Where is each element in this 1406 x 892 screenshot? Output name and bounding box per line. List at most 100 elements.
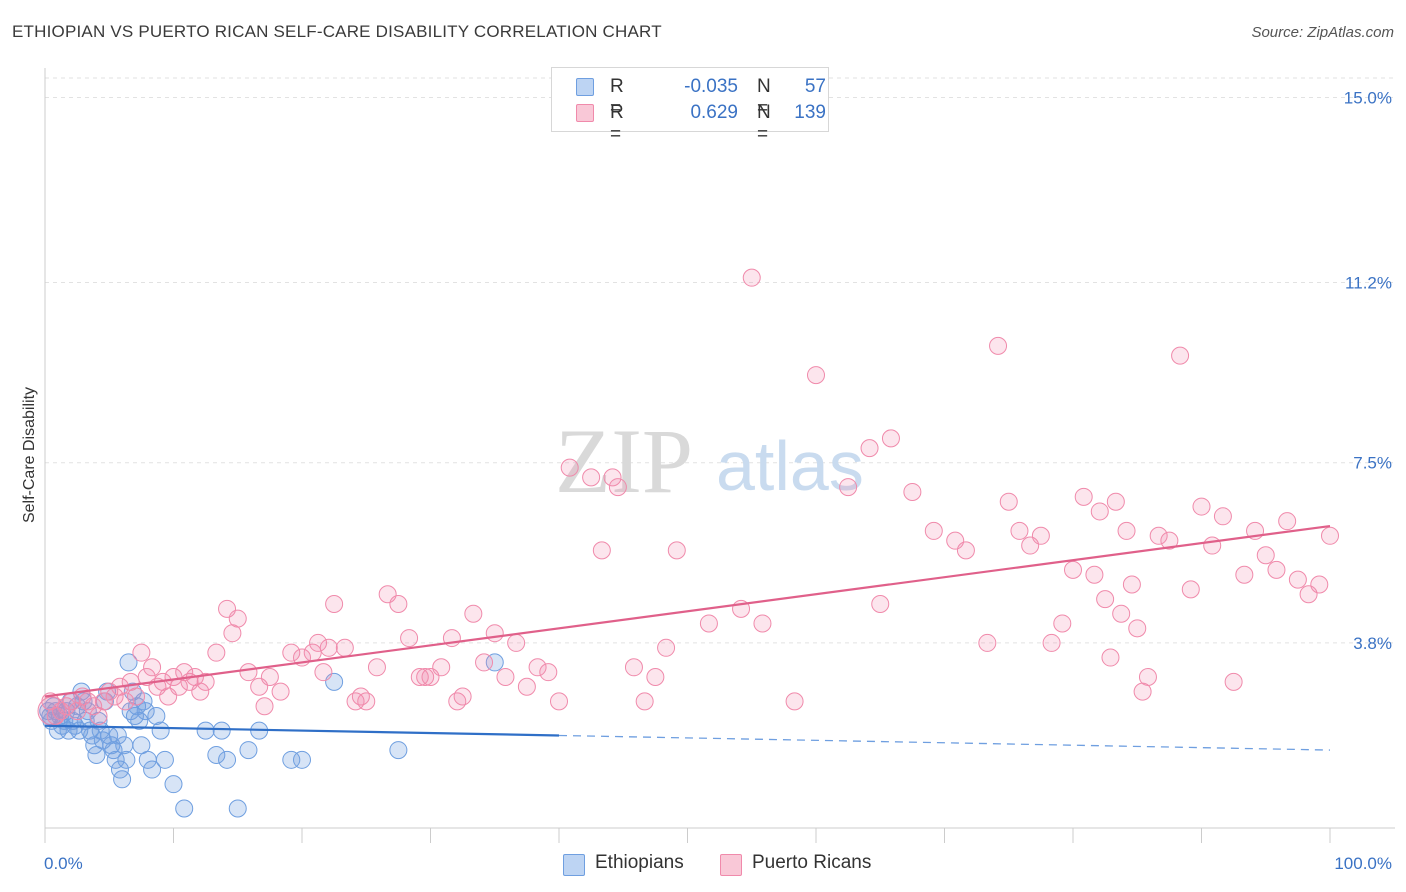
puerto-rican-point [1310,575,1329,594]
puerto-rican-point [325,594,344,613]
tick-labels: 3.8% 7.5% 11.2% 15.0% 0.0% 100.0% [44,88,1392,873]
ethiopians-trend-line [44,724,560,737]
puerto-rican-point [635,692,654,711]
puerto-ricans-trend-line [44,524,1331,698]
bottom-legend-label-puerto-ricans: Puerto Ricans [752,852,872,873]
puerto-rican-point [667,541,686,560]
y-tick-label: 3.8% [1353,634,1392,653]
puerto-rican-point [127,687,146,706]
puerto-rican-point [1138,668,1157,687]
puerto-rican-point [314,663,333,682]
puerto-rican-point [1122,575,1141,594]
puerto-rican-point [496,668,515,687]
puerto-rican-point [400,629,419,648]
puerto-rican-point [282,643,301,662]
puerto-rican-point [1321,526,1339,545]
puerto-rican-point [309,633,328,652]
puerto-rican-point [367,658,386,677]
puerto-rican-point [37,696,67,726]
legend-swatch-ethiopians [576,78,594,96]
legend-r-label: R = [610,102,624,145]
ethiopian-point [175,799,194,818]
puerto-rican-point [742,268,761,287]
ethiopians-points [39,653,504,818]
puerto-rican-point [1090,502,1109,521]
ethiopian-point [143,760,162,779]
puerto-rican-point [239,663,258,682]
puerto-rican-point [1101,648,1120,667]
ethiopian-point [113,770,132,789]
puerto-rican-point [839,478,858,497]
ethiopian-point [485,653,504,672]
puerto-rican-point [357,692,376,711]
puerto-rican-point [807,366,825,385]
ethiopian-point [136,702,155,721]
puerto-rican-point [860,439,879,458]
axes [44,68,1395,843]
puerto-rican-point [78,692,97,711]
chart-title: ETHIOPIAN VS PUERTO RICAN SELF-CARE DISA… [12,22,662,41]
ethiopian-point [117,750,136,769]
legend-n-value: 139 [794,102,826,123]
ethiopian-point [207,745,226,764]
puerto-rican-point [1031,526,1050,545]
puerto-rican-point [978,633,997,652]
puerto-rican-point [989,336,1008,355]
x-tick-label: 100.0% [1334,854,1392,873]
puerto-rican-point [1117,521,1136,540]
puerto-rican-point [271,682,290,701]
ethiopian-point [228,799,247,818]
puerto-rican-point [84,697,103,716]
puerto-rican-point [1224,672,1243,691]
puerto-rican-point [346,692,365,711]
puerto-rican-point [646,668,665,687]
puerto-rican-point [608,478,627,497]
ethiopian-point [130,711,149,730]
puerto-rican-point [517,677,536,696]
puerto-rican-point [1074,487,1093,506]
legend-swatch-puerto-ricans [576,104,594,122]
puerto-rican-point [335,638,354,657]
puerto-rican-point [592,541,611,560]
puerto-rican-point [116,692,135,711]
puerto-rican-point [753,614,772,633]
puerto-rican-point [1278,512,1297,531]
legend-r-value: -0.035 [684,76,738,97]
puerto-rican-point [1010,521,1029,540]
puerto-rican-point [785,692,804,711]
ethiopian-point [218,750,237,769]
correlation-legend: R = -0.035 N = 57 R = 0.629 N = 139 [551,67,829,145]
puerto-rican-point [624,658,643,677]
puerto-rican-point [1160,531,1179,550]
ethiopian-point [119,653,138,672]
puerto-rican-point [1213,507,1232,526]
puerto-rican-point [528,658,547,677]
ethiopian-point [239,741,258,760]
puerto-rican-point [319,638,338,657]
bottom-legend-label-ethiopians: Ethiopians [595,852,684,873]
puerto-rican-point [1288,570,1307,589]
puerto-rican-point [351,687,370,706]
puerto-rican-point [1112,604,1131,623]
puerto-rican-point [550,692,568,711]
puerto-rican-point [560,458,579,477]
puerto-rican-point [507,633,526,652]
legend-n-value: 57 [804,76,826,97]
puerto-rican-point [389,594,408,613]
gridlines [45,77,1395,644]
puerto-rican-point [1203,536,1222,555]
y-tick-label: 15.0% [1344,88,1392,107]
legend-n-label: N = [757,76,771,119]
puerto-rican-point [539,663,558,682]
puerto-rican-point [657,638,676,657]
puerto-rican-point [453,687,472,706]
puerto-rican-point [1235,565,1254,584]
puerto-rican-point [903,482,922,501]
ethiopians-trend-extension [558,734,1331,751]
ethiopian-point [282,750,301,769]
ethiopian-point [196,721,215,740]
puerto-rican-point [94,692,113,711]
puerto-rican-point [1042,633,1061,652]
ethiopian-point [151,721,170,740]
